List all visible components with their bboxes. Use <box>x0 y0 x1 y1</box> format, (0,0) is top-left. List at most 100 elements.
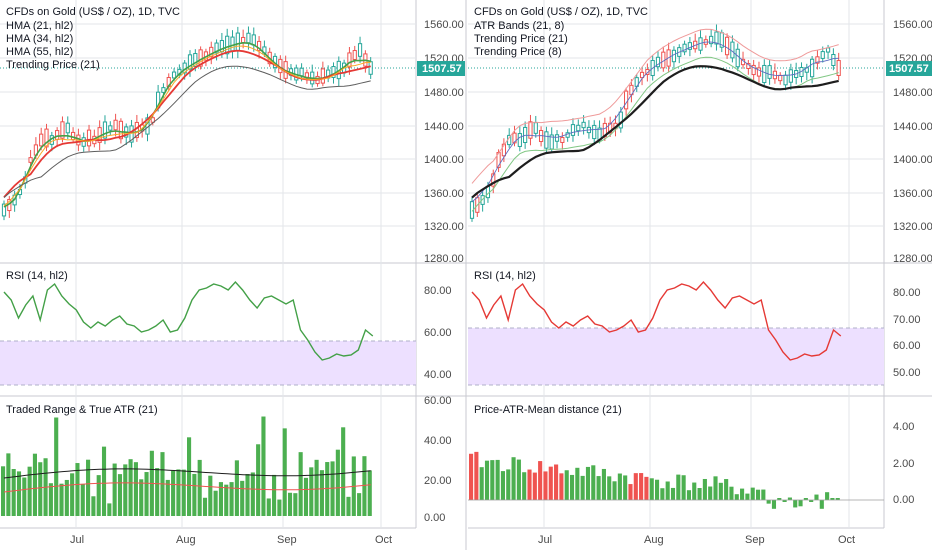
right-time-axis[interactable]: Jul Aug Sep Oct <box>538 534 855 546</box>
traded-range-bar <box>16 471 22 516</box>
traded-range-bar <box>80 483 85 516</box>
traded-range-bar <box>240 480 245 516</box>
distance-bar <box>771 500 777 509</box>
distance-bar <box>564 470 569 500</box>
right-legend: CFDs on Gold (US$ / OZ), 1D, TVC ATR Ban… <box>474 6 648 416</box>
right-rsi-pane[interactable] <box>468 280 884 386</box>
traded-range-bar <box>282 428 287 516</box>
rsi-band <box>468 328 884 385</box>
traded-range-bar <box>202 497 208 516</box>
candle-body <box>815 56 820 64</box>
right-rsi-axis[interactable]: 80.00 70.00 60.00 50.00 <box>893 287 921 379</box>
left-price-axis[interactable]: 1560.00 1520.00 1480.00 1440.00 1400.00 … <box>424 19 464 265</box>
right-distance-axis[interactable]: 4.00 2.00 0.00 <box>893 421 914 506</box>
candle-body <box>788 69 793 83</box>
distance-bar <box>495 459 500 500</box>
distance-bar <box>580 475 585 500</box>
distance-bar <box>538 461 543 500</box>
candle-body <box>129 125 134 143</box>
candle-body <box>724 36 730 56</box>
true-atr-line <box>3 468 371 479</box>
left-price-tick: 1320.00 <box>424 221 464 233</box>
distance-bar <box>692 482 697 500</box>
candle-body <box>618 111 623 129</box>
left-atr-pane[interactable] <box>1 416 372 516</box>
candle-body <box>368 61 373 75</box>
left-rsi-pane[interactable] <box>0 280 416 386</box>
left-rsi-tick: 60.00 <box>424 327 452 339</box>
left-atr-axis[interactable]: 60.00 40.00 20.00 0.00 <box>424 395 452 524</box>
traded-range-bar <box>341 427 346 516</box>
left-time-tick: Oct <box>375 534 392 546</box>
distance-bar <box>484 460 490 500</box>
traded-range-bar <box>266 498 271 516</box>
traded-range-bar <box>48 483 53 516</box>
candle-body <box>60 121 65 139</box>
left-rsi-title: RSI (14, hl2) <box>6 270 68 282</box>
candle-body <box>118 120 124 140</box>
candle-body <box>86 129 92 147</box>
candle-body <box>560 137 565 143</box>
left-price-tick: 1560.00 <box>424 19 464 31</box>
left-legend: CFDs on Gold (US$ / OZ), 1D, TVC HMA (21… <box>6 6 180 416</box>
distance-bar <box>532 472 537 500</box>
traded-range-bar <box>27 466 32 516</box>
left-atr-tick: 60.00 <box>424 395 452 407</box>
distance-bar <box>681 475 686 500</box>
hma34-line <box>3 41 371 208</box>
hma21-line <box>3 49 371 198</box>
left-legend-hma21: HMA (21, hl2) <box>6 20 73 32</box>
left-rsi-tick: 80.00 <box>424 285 452 297</box>
traded-range-bar <box>208 475 213 516</box>
traded-range-bar <box>256 444 261 516</box>
distance-bar <box>633 473 638 500</box>
atr-mean-line <box>3 482 371 493</box>
distance-bar <box>798 500 803 507</box>
traded-range-bar <box>107 503 112 516</box>
traded-range-bar <box>272 474 277 516</box>
traded-range-bar <box>357 493 362 516</box>
right-price-axis[interactable]: 1560.00 1520.00 1480.00 1440.00 1400.00 … <box>893 19 932 265</box>
candle-body <box>778 74 783 82</box>
distance-bar <box>655 479 660 500</box>
right-time-tick: Sep <box>745 534 765 546</box>
right-price-tick: 1480.00 <box>893 87 932 99</box>
candle-body <box>576 124 581 132</box>
distance-bar <box>543 471 548 500</box>
right-distance-tick: 4.00 <box>893 421 914 433</box>
left-time-axis[interactable]: Jul Aug Sep Oct <box>70 534 392 546</box>
candle-body <box>682 43 687 53</box>
candle-body <box>1 203 7 217</box>
atr-band-upper <box>471 28 839 184</box>
traded-range-bar <box>298 452 303 516</box>
distance-bar <box>585 466 591 500</box>
right-price-tick: 1360.00 <box>893 188 932 200</box>
traded-range-bar <box>171 470 176 516</box>
candle-body <box>70 131 76 141</box>
distance-bar <box>628 484 633 500</box>
left-rsi-axis[interactable]: 80.00 60.00 40.00 <box>424 285 452 381</box>
candle-body <box>102 121 108 139</box>
right-price-tick: 1560.00 <box>893 19 932 31</box>
traded-range-bar <box>367 470 372 516</box>
distance-bar <box>676 474 681 500</box>
distance-bar <box>787 497 792 500</box>
right-price-pane[interactable] <box>468 24 884 222</box>
right-distance-pane[interactable] <box>468 451 884 509</box>
candle-body <box>783 74 788 86</box>
candle-body <box>570 124 576 136</box>
left-price-pane[interactable] <box>0 26 416 221</box>
traded-range-bar <box>325 462 330 516</box>
candle-body <box>501 143 506 157</box>
candle-body <box>357 43 363 57</box>
traded-range-bar <box>213 490 218 516</box>
right-chart-title: CFDs on Gold (US$ / OZ), 1D, TVC <box>474 6 648 18</box>
candle-body <box>251 34 256 46</box>
distance-bar <box>761 489 766 500</box>
distance-bar <box>835 498 840 500</box>
right-time-tick: Jul <box>538 534 552 546</box>
candle-body <box>241 36 246 44</box>
distance-bar <box>665 481 670 500</box>
traded-range-bar <box>250 472 255 516</box>
